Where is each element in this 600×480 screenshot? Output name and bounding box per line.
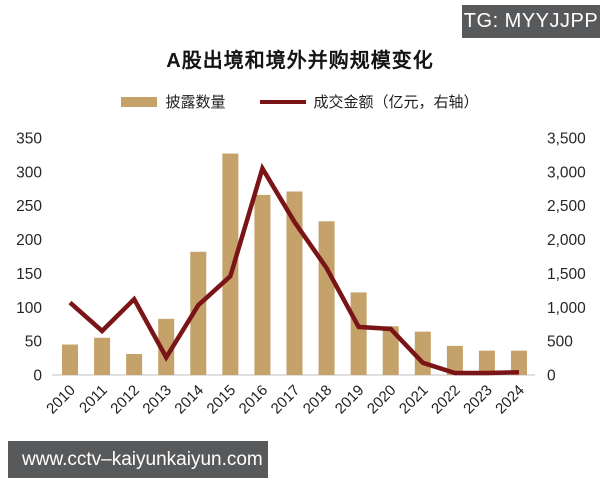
left-axis-tick: 250	[16, 198, 42, 215]
url-watermark: www.cctv–kaiyunkaiyun.com	[8, 441, 268, 478]
right-axis-tick: 1,500	[547, 266, 586, 283]
x-axis-label-2011: 2011	[76, 382, 111, 417]
x-axis-label-2015: 2015	[204, 382, 240, 418]
bar-2011	[94, 337, 111, 375]
right-axis-tick: 500	[547, 334, 573, 351]
x-axis-label-2012: 2012	[107, 382, 143, 418]
left-axis-tick: 150	[16, 266, 42, 283]
x-axis-label-2021: 2021	[396, 382, 432, 418]
bar-2024	[511, 350, 527, 375]
x-axis-label-2013: 2013	[139, 382, 175, 418]
left-axis-tick: 0	[33, 368, 42, 385]
x-axis-label-2018: 2018	[300, 382, 336, 418]
left-axis-tick: 50	[25, 334, 43, 351]
legend-item-bars: 披露数量	[121, 91, 226, 112]
bar-2023	[478, 350, 495, 375]
bar-2014	[190, 251, 207, 375]
x-axis-label-2019: 2019	[332, 382, 368, 418]
bar-2010	[62, 344, 78, 375]
bar-2017	[286, 191, 303, 375]
legend-bar-label: 披露数量	[165, 94, 226, 111]
left-axis-tick: 200	[16, 232, 42, 249]
right-axis-tick: 3,500	[547, 131, 586, 148]
legend: 披露数量 成交金额（亿元，右轴）	[0, 91, 600, 112]
x-axis-label-2014: 2014	[171, 382, 207, 418]
chart-title: A股出境和境外并购规模变化	[166, 50, 434, 72]
bar-2015	[222, 153, 239, 375]
right-axis-tick: 2,500	[547, 198, 586, 215]
x-axis-label-2016: 2016	[236, 382, 272, 418]
bar-2020	[382, 326, 399, 375]
x-axis-label-2010: 2010	[43, 382, 79, 418]
left-axis-tick: 350	[16, 131, 42, 148]
bar-2019	[350, 292, 367, 375]
x-axis-label-2023: 2023	[460, 382, 496, 418]
bar-series-swatch	[121, 96, 158, 107]
right-axis-tick: 0	[547, 368, 556, 385]
bar-2021	[414, 331, 431, 375]
line-series-swatch	[259, 99, 306, 104]
right-axis-tick: 3,000	[547, 164, 586, 181]
bar-2022	[446, 345, 463, 375]
left-axis-tick: 300	[16, 164, 42, 181]
left-axis-tick: 100	[16, 300, 42, 317]
bar-2012	[126, 354, 143, 375]
x-axis-label-2020: 2020	[364, 382, 400, 418]
legend-line-label: 成交金额（亿元，右轴）	[313, 94, 479, 111]
tg-watermark-badge: TG: MYYJJPP	[462, 5, 600, 38]
bar-2013	[158, 318, 175, 375]
x-axis-label-2017: 2017	[268, 382, 304, 418]
x-axis-label-2024: 2024	[492, 382, 528, 418]
transaction-amount-line	[68, 162, 520, 376]
legend-item-line: 成交金额（亿元，右轴）	[259, 91, 479, 112]
bar-2016	[254, 194, 271, 375]
right-axis-tick: 1,000	[547, 300, 586, 317]
right-axis-tick: 2,000	[547, 232, 586, 249]
x-axis-label-2022: 2022	[428, 382, 464, 418]
bar-2018	[318, 221, 335, 375]
